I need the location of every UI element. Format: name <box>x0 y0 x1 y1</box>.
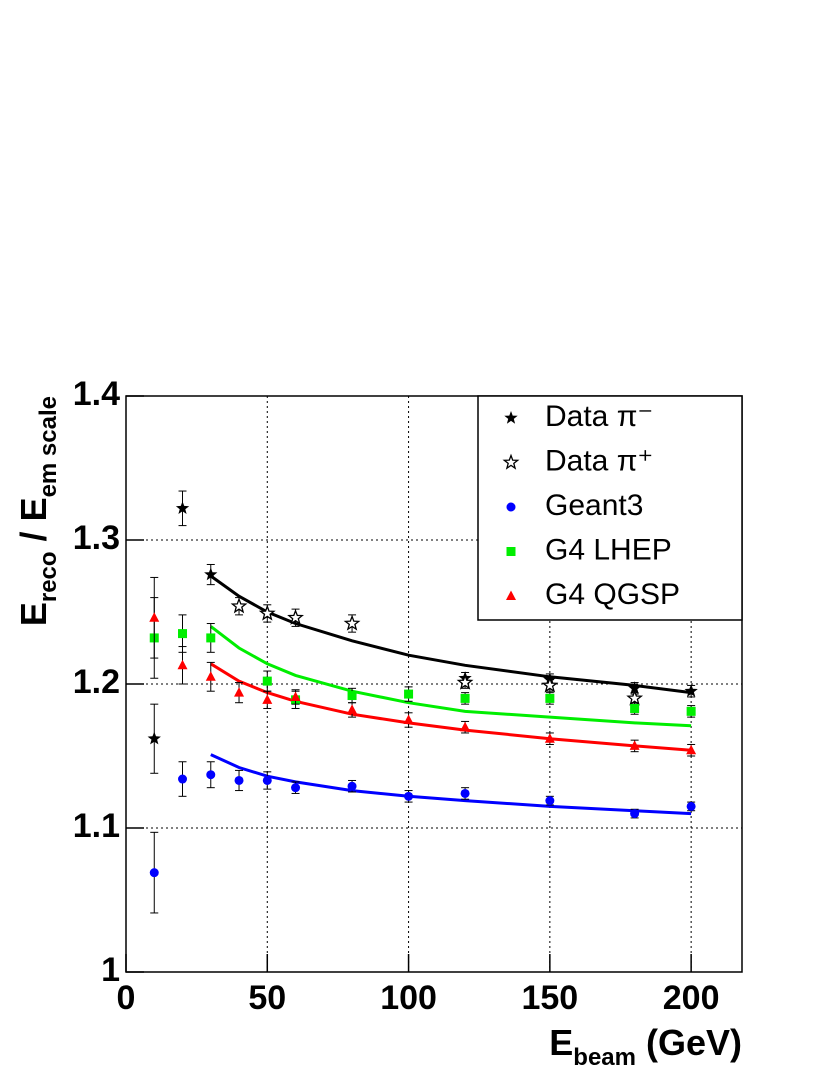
x-tick-label: 100 <box>380 979 437 1017</box>
legend: Data π⁻ Data π⁺ Geant3 G4 LHEP G4 QGSP <box>477 395 743 621</box>
x-tick-label: 150 <box>521 979 578 1017</box>
axes: 0 50 100 150 200 1 1.1 1.2 1.3 1.4 <box>73 375 720 1017</box>
square-marker <box>686 706 696 716</box>
fit-curve <box>210 753 692 816</box>
y-title-main: E <box>13 602 54 626</box>
y-tick-label: 1.2 <box>73 663 120 701</box>
square-marker <box>630 703 640 713</box>
triangle-marker <box>149 612 160 622</box>
triangle-marker <box>686 744 697 755</box>
open-star-marker <box>258 604 276 621</box>
star-marker <box>147 731 161 745</box>
legend-label: Data π⁺ <box>545 444 653 477</box>
square-marker <box>178 629 188 639</box>
y-tick-label: 1.4 <box>73 375 120 413</box>
square-marker <box>404 689 414 699</box>
circle-marker <box>460 788 470 798</box>
circle-marker <box>262 775 272 785</box>
x-tick-label: 200 <box>663 979 720 1017</box>
legend-label: Data π⁻ <box>545 400 653 433</box>
circle-marker <box>630 809 640 819</box>
triangle-marker <box>347 704 358 714</box>
triangle-marker <box>234 687 245 697</box>
circle-marker <box>347 781 357 791</box>
circle-marker <box>206 770 216 780</box>
y-title-mid: / E <box>13 497 54 541</box>
y-title-sub2: em scale <box>35 396 62 497</box>
fit-curve <box>210 662 692 752</box>
star-marker <box>175 501 190 514</box>
star-marker <box>204 567 218 581</box>
fit-curve <box>209 574 692 695</box>
star-marker <box>504 411 518 424</box>
x-title-sub: beam <box>573 1044 636 1071</box>
legend-label: G4 QGSP <box>545 578 680 611</box>
open-star-marker <box>541 676 559 693</box>
star-marker <box>628 681 642 694</box>
open-star-marker <box>502 453 520 470</box>
open-star-marker <box>287 608 304 625</box>
square-marker <box>545 693 555 703</box>
triangle-marker <box>177 659 188 670</box>
circle-marker <box>149 868 159 878</box>
open-star-marker <box>230 597 248 614</box>
triangle-marker <box>460 721 471 732</box>
open-star-marker <box>456 673 474 690</box>
triangle-marker <box>205 671 216 681</box>
triangle-marker <box>262 694 273 704</box>
circle-marker <box>506 502 516 512</box>
plot-marks <box>147 490 698 914</box>
circle-marker <box>686 801 696 811</box>
square-marker <box>262 676 272 686</box>
triangle-marker <box>506 590 516 600</box>
square-marker <box>206 633 216 643</box>
legend-label: G4 LHEP <box>545 533 672 566</box>
square-marker <box>506 547 516 556</box>
triangle-marker <box>290 691 301 701</box>
open-star-marker <box>626 689 644 706</box>
circle-marker <box>178 774 188 784</box>
x-axis-title: Ebeam (GeV) <box>549 1022 742 1072</box>
y-tick-label: 1.3 <box>73 519 120 557</box>
fit-curve <box>209 625 692 728</box>
square-marker <box>460 693 470 703</box>
legend-box <box>477 395 743 621</box>
x-title-main: E <box>549 1022 573 1063</box>
y-tick-label: 1.1 <box>73 807 120 845</box>
square-marker <box>347 691 357 701</box>
open-star-marker <box>343 614 361 631</box>
legend-label: Geant3 <box>545 489 643 522</box>
circle-marker <box>404 791 414 801</box>
triangle-marker <box>403 714 414 724</box>
x-title-unit: (GeV) <box>646 1022 742 1063</box>
y-title-sub: reco <box>35 551 62 602</box>
x-tick-label: 0 <box>117 979 136 1017</box>
triangle-marker <box>629 740 640 750</box>
circle-marker <box>291 783 301 793</box>
y-tick-label: 1 <box>101 951 120 989</box>
triangle-marker <box>544 733 555 743</box>
star-marker <box>684 684 698 697</box>
x-tick-label: 50 <box>248 979 286 1017</box>
circle-marker <box>545 796 555 806</box>
circle-marker <box>234 775 244 785</box>
y-axis-title: Ereco / Eem scale <box>13 396 63 626</box>
